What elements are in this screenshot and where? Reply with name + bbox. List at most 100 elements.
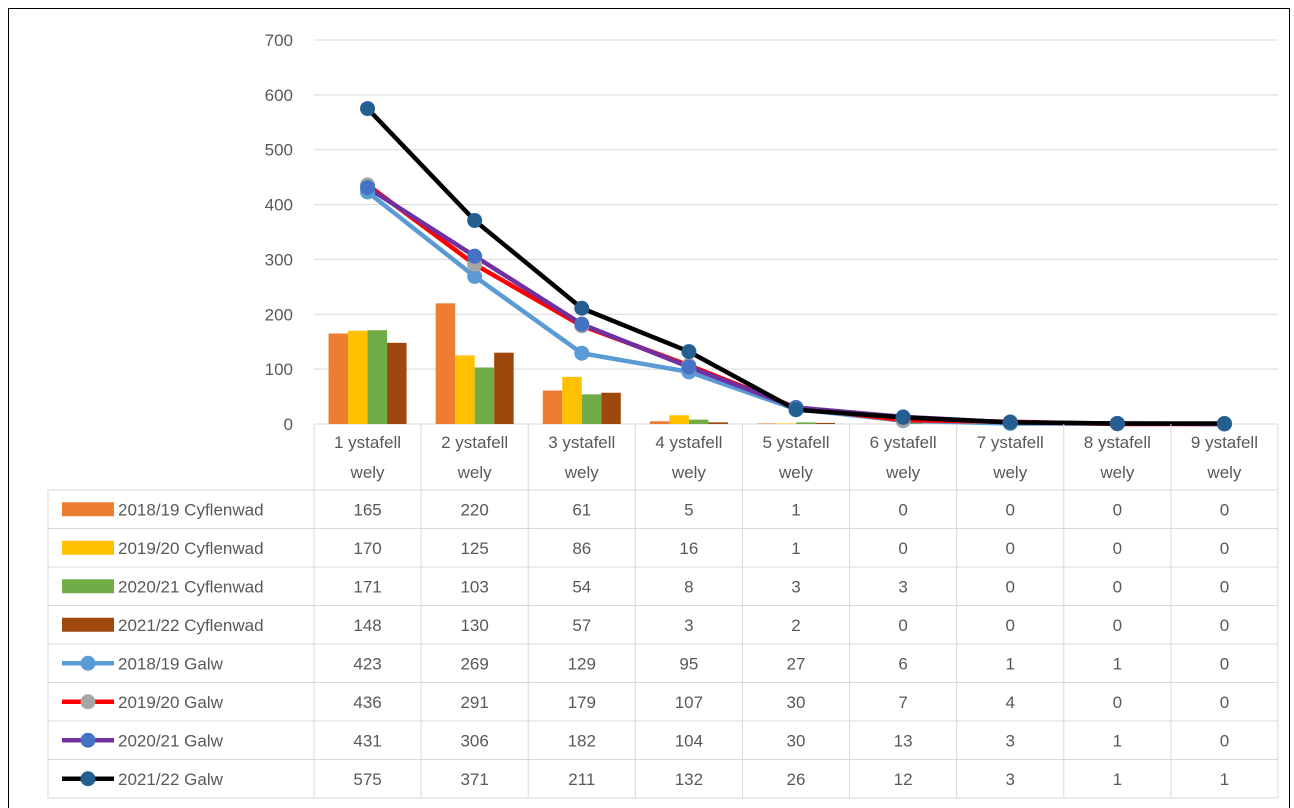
line-point xyxy=(360,101,376,117)
bar xyxy=(776,423,796,424)
table-value: 1 xyxy=(1220,770,1229,789)
bar xyxy=(757,423,777,424)
series-name: 2021/22 Galw xyxy=(118,770,224,789)
table-value: 211 xyxy=(568,770,595,789)
chart-frame xyxy=(8,8,1290,808)
table-value: 125 xyxy=(460,539,488,558)
bar xyxy=(649,421,670,424)
table-value: 0 xyxy=(1113,616,1122,635)
table-value: 0 xyxy=(1220,500,1229,519)
bar xyxy=(542,390,563,424)
table-value: 182 xyxy=(568,731,596,750)
y-tick-label: 600 xyxy=(265,86,293,105)
table-value: 104 xyxy=(675,731,703,750)
bar xyxy=(494,352,514,424)
line-point xyxy=(1002,414,1018,430)
y-tick-label: 700 xyxy=(265,31,293,50)
table-value: 12 xyxy=(894,770,913,789)
table-value: 16 xyxy=(679,539,698,558)
table-value: 1 xyxy=(791,539,800,558)
category-label: wely xyxy=(457,463,493,482)
category-label: 9 ystafell xyxy=(1191,433,1258,452)
table-value: 436 xyxy=(353,693,381,712)
table-value: 1 xyxy=(1113,770,1122,789)
line-point xyxy=(895,409,911,425)
table-value: 30 xyxy=(787,693,806,712)
table-value: 269 xyxy=(460,654,488,673)
bar xyxy=(581,394,602,424)
category-label: wely xyxy=(778,463,814,482)
table-value: 6 xyxy=(898,654,907,673)
category-label: 4 ystafell xyxy=(655,433,722,452)
line-point xyxy=(574,316,590,332)
table-value: 3 xyxy=(791,577,800,596)
category-label: wely xyxy=(885,463,921,482)
table-value: 1 xyxy=(791,500,800,519)
category-label: 5 ystafell xyxy=(762,433,829,452)
legend-key-marker xyxy=(80,732,96,748)
y-tick-label: 500 xyxy=(265,141,293,160)
table-value: 0 xyxy=(1220,616,1229,635)
line-point xyxy=(1109,415,1125,431)
category-label: wely xyxy=(1206,463,1242,482)
category-label: 2 ystafell xyxy=(441,433,508,452)
table-value: 2 xyxy=(791,616,800,635)
table-value: 170 xyxy=(353,539,381,558)
line-point xyxy=(1216,415,1232,431)
table-value: 165 xyxy=(353,500,381,519)
table-value: 306 xyxy=(460,731,488,750)
table-value: 0 xyxy=(1005,539,1014,558)
series-name: 2021/22 Cyflenwad xyxy=(118,616,264,635)
table-value: 171 xyxy=(353,577,381,596)
bar xyxy=(387,342,407,424)
y-tick-label: 0 xyxy=(284,415,293,434)
legend-key-bar xyxy=(62,617,114,632)
series-name: 2018/19 Galw xyxy=(118,654,224,673)
series-name: 2019/20 Galw xyxy=(118,693,224,712)
line-point xyxy=(574,345,590,361)
legend-key-bar xyxy=(62,579,114,594)
table-value: 0 xyxy=(1005,616,1014,635)
line-point xyxy=(467,212,483,228)
bar xyxy=(688,419,709,424)
line-point xyxy=(574,300,590,316)
legend-key-bar xyxy=(62,502,114,517)
category-label: wely xyxy=(350,463,386,482)
table-value: 8 xyxy=(684,577,693,596)
table-value: 0 xyxy=(1113,577,1122,596)
table-value: 0 xyxy=(1113,539,1122,558)
table-value: 0 xyxy=(1005,500,1014,519)
bar xyxy=(367,330,388,424)
table-value: 1 xyxy=(1113,731,1122,750)
table-value: 0 xyxy=(1113,500,1122,519)
line-point xyxy=(360,180,376,196)
line-point xyxy=(681,359,697,375)
y-tick-label: 300 xyxy=(265,250,293,269)
table-value: 0 xyxy=(1220,539,1229,558)
table-value: 130 xyxy=(460,616,488,635)
category-label: wely xyxy=(671,463,707,482)
table-value: 30 xyxy=(787,731,806,750)
bar xyxy=(796,422,816,424)
table-value: 3 xyxy=(684,616,693,635)
table-value: 57 xyxy=(572,616,591,635)
legend-key-marker xyxy=(80,771,96,787)
table-value: 179 xyxy=(568,693,596,712)
table-value: 575 xyxy=(353,770,381,789)
table-value: 0 xyxy=(1005,577,1014,596)
bar xyxy=(474,367,495,424)
line-point xyxy=(467,268,483,284)
category-label: 3 ystafell xyxy=(548,433,615,452)
line-point xyxy=(681,344,697,360)
category-label: wely xyxy=(1099,463,1135,482)
bar xyxy=(435,303,456,424)
table-value: 220 xyxy=(460,500,488,519)
table-value: 129 xyxy=(568,654,596,673)
bar xyxy=(669,415,689,424)
table-value: 0 xyxy=(1220,693,1229,712)
category-label: wely xyxy=(564,463,600,482)
table-value: 0 xyxy=(898,500,907,519)
table-value: 5 xyxy=(684,500,693,519)
table-value: 148 xyxy=(353,616,381,635)
